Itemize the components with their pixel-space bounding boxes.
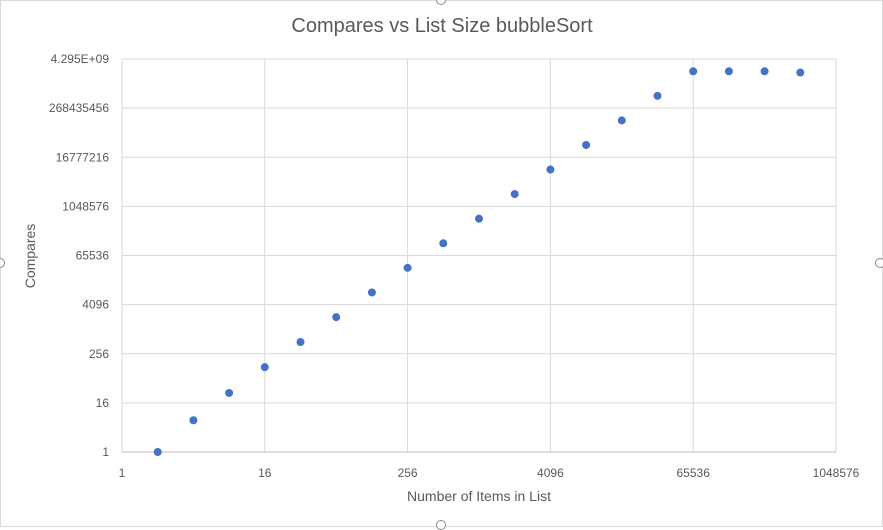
y-tick-labels: 1 16 256 4096 65536 1048576 16777216 268435456 4… (49, 52, 109, 459)
axes (121, 59, 836, 453)
y-tick-label: 1048576 (62, 199, 109, 213)
data-point (296, 338, 305, 347)
gridlines (122, 58, 837, 452)
y-tick-label: 1 (102, 445, 109, 459)
y-tick-label: 268435456 (49, 101, 109, 115)
x-tick-label: 4096 (537, 466, 564, 480)
x-tick-label: 1048576 (813, 466, 860, 480)
y-tick-label: 256 (89, 347, 109, 361)
resize-handle-right[interactable] (875, 258, 883, 268)
y-tick-label: 4096 (82, 298, 109, 312)
data-point (582, 140, 591, 149)
data-point (617, 116, 626, 125)
data-point (153, 448, 162, 456)
data-point (653, 91, 662, 100)
x-tick-label: 1 (119, 466, 126, 480)
data-point (510, 190, 519, 199)
data-point (403, 263, 412, 272)
data-point (367, 288, 376, 297)
data-point (760, 67, 769, 76)
data-point (796, 68, 805, 77)
data-point (475, 214, 483, 223)
data-point (225, 388, 234, 397)
y-tick-label: 16 (96, 396, 110, 410)
data-point (439, 239, 448, 248)
y-tick-label: 16777216 (56, 150, 110, 164)
x-tick-labels: 1 16 256 4096 65536 1048576 (119, 466, 860, 480)
data-points (153, 67, 805, 456)
y-tick-label: 65536 (76, 249, 110, 263)
x-axis-title: Number of Items in List (407, 488, 551, 504)
data-point (189, 416, 198, 425)
chart-title: Compares vs List Size bubbleSort (291, 15, 593, 37)
data-point (724, 67, 733, 76)
data-point (546, 165, 555, 174)
y-tick-label: 4.295E+09 (51, 52, 110, 66)
x-tick-label: 256 (398, 466, 418, 480)
x-tick-label: 16 (258, 466, 272, 480)
data-point (260, 363, 269, 372)
x-tick-label: 65536 (677, 466, 711, 480)
data-point (332, 313, 341, 322)
data-point (689, 67, 698, 76)
y-axis-title: Compares (22, 224, 38, 289)
